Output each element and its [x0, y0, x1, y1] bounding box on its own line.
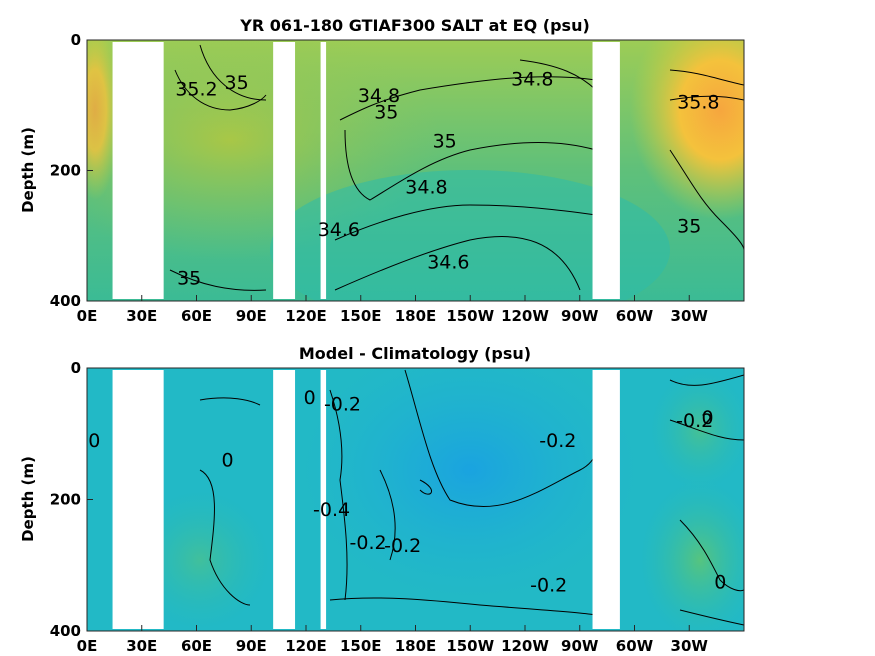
- panel-top: YR 061-180 GTIAF300 SALT at EQ (psu): [19, 16, 745, 325]
- x-tick-label: 30E: [126, 637, 157, 655]
- high-salinity-patch-africa: [87, 40, 120, 200]
- contour-label: 35: [433, 131, 457, 153]
- plot-area-top: [87, 40, 744, 301]
- low-salinity-patch-pacific: [270, 170, 670, 301]
- contour-label: 0: [701, 407, 713, 429]
- x-tick-label: 90E: [236, 307, 267, 325]
- land-gap-1: [112, 42, 164, 299]
- contour-label: 35: [374, 101, 398, 123]
- x-tick-label: 60E: [181, 637, 212, 655]
- land-gaps-top: [112, 42, 620, 299]
- x-tick-label: 150E: [340, 637, 382, 655]
- land-gaps-bottom: [112, 370, 620, 629]
- y-tick-label: 0: [71, 359, 81, 377]
- contour-label: 35: [225, 72, 249, 94]
- land-gap-2: [273, 370, 296, 629]
- contour-label: -0.4: [313, 499, 350, 521]
- chart-title-top: YR 061-180 GTIAF300 SALT at EQ (psu): [239, 16, 590, 35]
- x-tick-label: 30E: [126, 307, 157, 325]
- x-tick-label: 150E: [340, 307, 382, 325]
- land-gap-4: [592, 42, 620, 299]
- contour-label: 0: [88, 430, 100, 452]
- x-tick-label: 120E: [285, 307, 327, 325]
- contour-lines-top: [169, 44, 744, 291]
- contour-label: 34.6: [318, 219, 360, 241]
- x-tick-label: 120W: [501, 307, 549, 325]
- x-tick-label: 150W: [446, 637, 494, 655]
- land-gap-3: [320, 370, 327, 629]
- negative-anomaly-pacific: [300, 368, 640, 600]
- x-tick-label: 60W: [616, 637, 654, 655]
- contour-label: -0.2: [539, 430, 576, 452]
- contour-label: -0.2: [676, 410, 713, 432]
- land-gap-3: [320, 42, 327, 299]
- contour-label: 35: [677, 215, 701, 237]
- x-tick-label: 180E: [395, 307, 437, 325]
- xticks-top: 0E 30E 60E 90E 120E 150E 180E 150W 120W 90W 60W 30W: [77, 295, 709, 325]
- x-tick-label: 0E: [77, 307, 98, 325]
- x-tick-label: 0E: [77, 637, 98, 655]
- y-tick-label: 400: [50, 622, 81, 640]
- y-tick-label: 0: [71, 31, 81, 49]
- x-tick-label: 60E: [181, 307, 212, 325]
- x-tick-label: 90W: [561, 637, 599, 655]
- contour-label: -0.2: [384, 535, 421, 557]
- contour-label: 35.8: [677, 92, 719, 114]
- land-gap-1: [112, 370, 164, 629]
- land-gap-2: [273, 42, 296, 299]
- plot-area-bottom: [87, 368, 744, 631]
- contour-label: -0.2: [530, 575, 567, 597]
- x-tick-label: 30W: [671, 307, 709, 325]
- y-tick-label: 200: [50, 491, 81, 509]
- yticks-bottom: 0 200 400: [50, 359, 93, 640]
- y-axis-label-top: Depth (m): [19, 127, 37, 213]
- yticks-top: 0 200 400: [50, 31, 93, 310]
- contour-label: 34.8: [358, 85, 400, 107]
- contour-label: 35.2: [175, 78, 217, 100]
- x-tick-label: 180E: [395, 637, 437, 655]
- contour-label: 0: [304, 387, 316, 409]
- y-tick-label: 400: [50, 292, 81, 310]
- xticks-bottom: 0E 30E 60E 90E 120E 150E 180E 150W 120W 90W 60W 30W: [77, 625, 709, 655]
- y-axis-label-bottom: Depth (m): [19, 456, 37, 542]
- contour-label: 34.8: [511, 69, 553, 91]
- contour-label: 35: [177, 268, 201, 290]
- high-salinity-patch-atlantic: [630, 40, 744, 220]
- x-tick-label: 90E: [236, 637, 267, 655]
- land-gap-4: [592, 370, 620, 629]
- x-tick-label: 60W: [616, 307, 654, 325]
- chart-title-bottom: Model - Climatology (psu): [299, 344, 531, 363]
- x-tick-label: 150W: [446, 307, 494, 325]
- x-tick-label: 30W: [671, 637, 709, 655]
- contour-label: 34.8: [405, 176, 447, 198]
- contour-label: -0.2: [324, 394, 361, 416]
- x-tick-label: 120E: [285, 637, 327, 655]
- contour-label: -0.2: [350, 532, 387, 554]
- x-tick-label: 90W: [561, 307, 599, 325]
- positive-anomaly-indian: [130, 490, 270, 630]
- contour-label: 0: [221, 450, 233, 472]
- x-tick-label: 120W: [501, 637, 549, 655]
- panel-bottom: Model - Climatology (psu): [19, 344, 745, 655]
- positive-anomaly-atlantic: [640, 480, 744, 631]
- y-tick-label: 200: [50, 162, 81, 180]
- contour-label: 0: [714, 571, 726, 593]
- contour-label: 34.6: [427, 251, 469, 273]
